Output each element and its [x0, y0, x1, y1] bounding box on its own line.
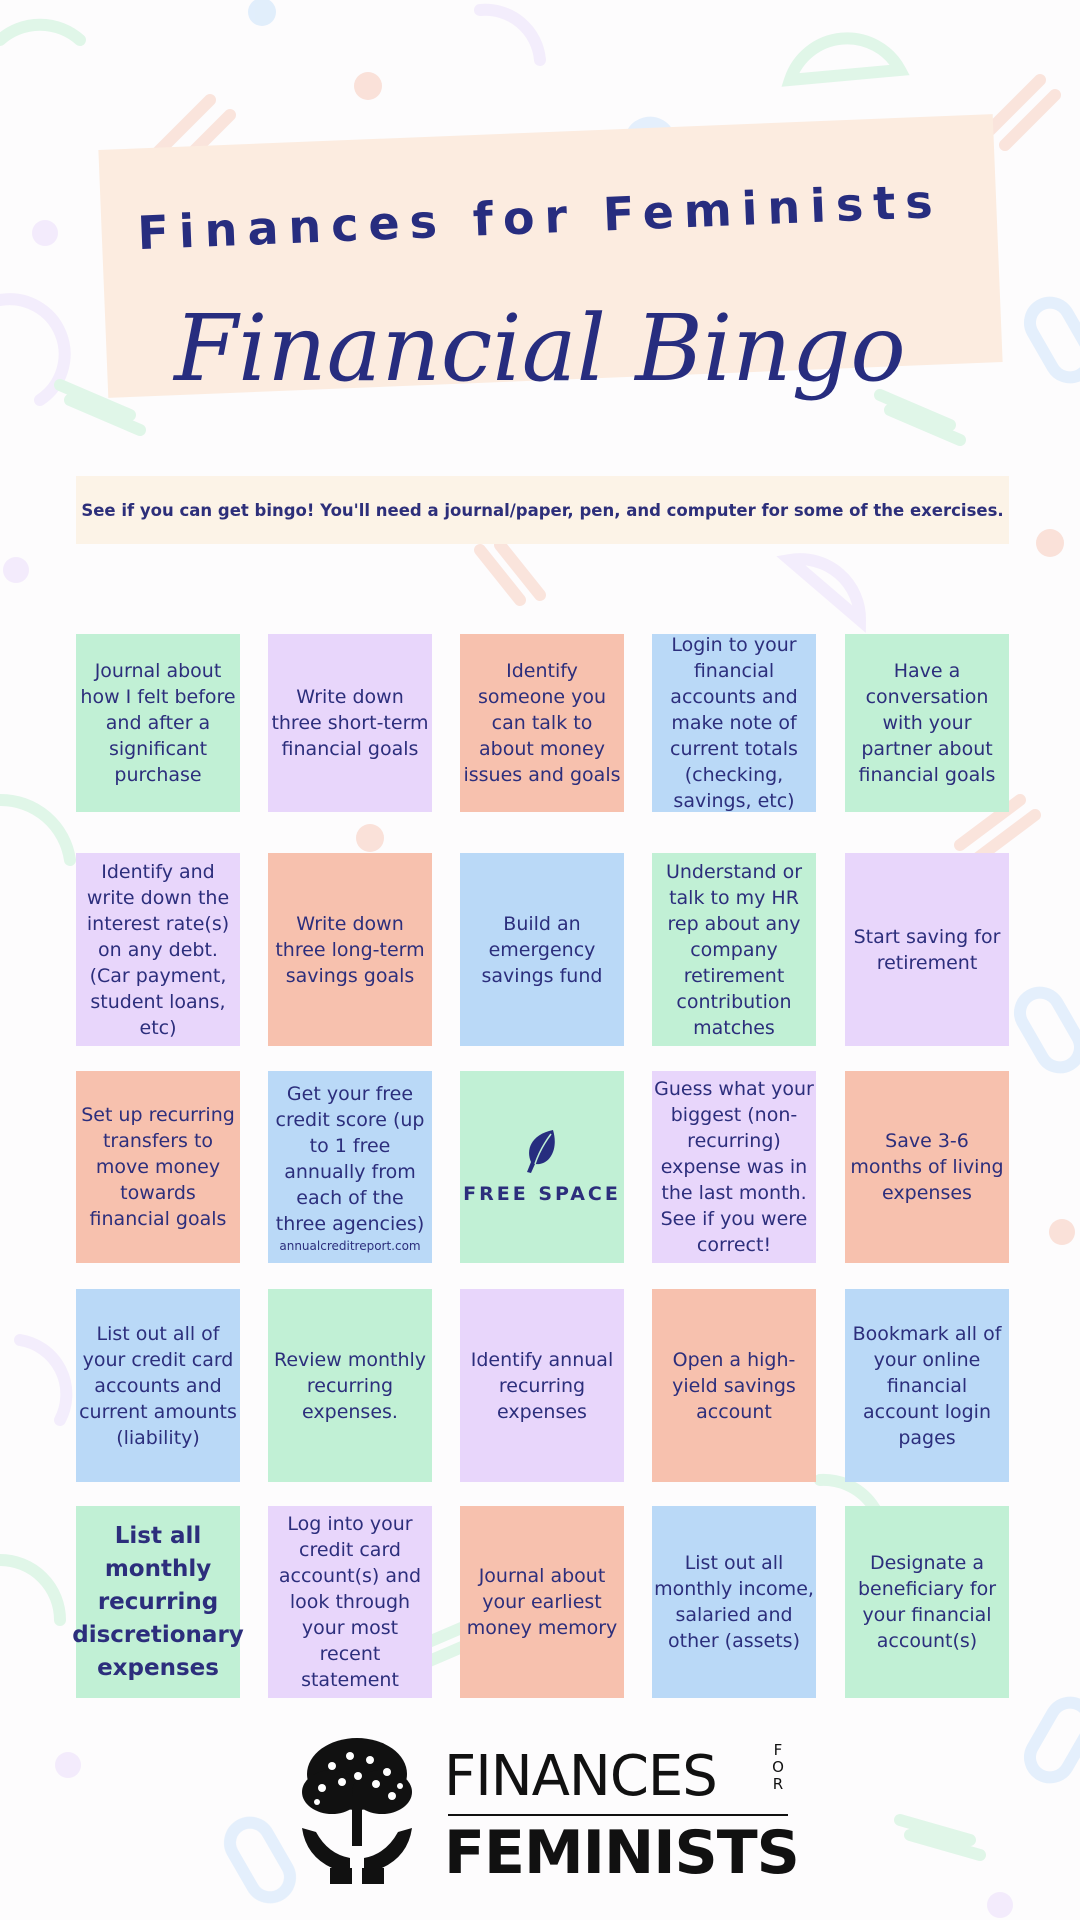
- bingo-cell-text: Understand or talk to my HR rep about an…: [665, 860, 803, 1039]
- bingo-cell-text: Identify someone you can talk to about m…: [463, 660, 621, 786]
- bingo-cell-text: Write down three short-term financial go…: [271, 686, 429, 760]
- bingo-cell: List out all of your credit card account…: [76, 1289, 240, 1482]
- bingo-cell: List all monthly recurring discretionary…: [72, 1506, 244, 1698]
- bingo-cell-text: Log into your credit card account(s) and…: [278, 1513, 422, 1691]
- bingo-cell-text: Have a conversation with your partner ab…: [858, 660, 996, 786]
- bingo-cell: Write down three long-term savings goals: [268, 853, 432, 1046]
- free-space-label: FREE SPACE: [463, 1182, 621, 1205]
- leaf-icon: [527, 1129, 555, 1173]
- bingo-cell: Build an emergency savings fund: [460, 853, 624, 1046]
- page-subtitle: Financial Bingo: [174, 295, 906, 402]
- bingo-cell-text: Get your free credit score (up to 1 free…: [275, 1083, 425, 1235]
- bingo-cell-text: Start saving for retirement: [853, 925, 1001, 974]
- bingo-cell: Identify annual recurring expenses: [460, 1289, 624, 1482]
- bingo-cell-text: Identify and write down the interest rat…: [86, 860, 230, 1039]
- bingo-cell: Understand or talk to my HR rep about an…: [652, 853, 816, 1046]
- logo-divider: [448, 1814, 788, 1816]
- bingo-cell: Write down three short-term financial go…: [268, 634, 432, 812]
- bingo-cell: Journal about how I felt before and afte…: [76, 634, 240, 812]
- bingo-cell-text: Build an emergency savings fund: [481, 912, 603, 987]
- tree-in-hands-icon: [302, 1738, 412, 1884]
- free-space-cell: FREE SPACE: [460, 1071, 624, 1263]
- bingo-cell: Start saving for retirement: [845, 853, 1009, 1046]
- logo-for-letter: O: [772, 1758, 784, 1776]
- bingo-cell: Set up recurring transfers to move money…: [76, 1071, 240, 1263]
- bingo-cell: Guess what your biggest (non-recurring) …: [652, 1071, 816, 1263]
- instructions-banner: See if you can get bingo! You'll need a …: [76, 476, 1009, 544]
- bingo-cell-text: Open a high-yield savings account: [672, 1348, 796, 1423]
- bingo-cell: Save 3-6 months of living expenses: [845, 1071, 1009, 1263]
- bingo-cell: Identify someone you can talk to about m…: [460, 634, 624, 812]
- bingo-cell: Review monthly recurring expenses.: [268, 1289, 432, 1482]
- bingo-cell-text: Designate a beneficiary for your financi…: [857, 1552, 997, 1652]
- bingo-cell-text: List out all of your credit card account…: [79, 1322, 237, 1449]
- bingo-cell-link-text: annualcreditreport.com: [279, 1239, 421, 1253]
- bingo-cell-text: Write down three long-term savings goals: [275, 912, 425, 987]
- logo-text-bottom: FEMINISTS: [444, 1818, 800, 1888]
- logo-for-letter: F: [773, 1741, 783, 1759]
- bingo-cell: Designate a beneficiary for your financi…: [845, 1506, 1009, 1698]
- bingo-cell: Identify and write down the interest rat…: [76, 853, 240, 1046]
- bingo-cell-text: Guess what your biggest (non-recurring) …: [654, 1078, 814, 1256]
- bingo-cell: Bookmark all of your online financial ac…: [845, 1289, 1009, 1482]
- bingo-cell-text: Review monthly recurring expenses.: [273, 1348, 427, 1423]
- bingo-cell: Get your free credit score (up to 1 free…: [268, 1071, 432, 1263]
- bingo-cell-text: Journal about how I felt before and afte…: [80, 660, 236, 786]
- bingo-cell: Login to your financial accounts and mak…: [652, 634, 816, 812]
- logo-text-top: FINANCES: [444, 1744, 718, 1809]
- bingo-cell: Journal about your earliest money memory: [460, 1506, 624, 1698]
- bingo-cell-text: Identify annual recurring expenses: [470, 1348, 614, 1423]
- bingo-cell: Open a high-yield savings account: [652, 1289, 816, 1482]
- bingo-cell: List out all monthly income, salaried an…: [652, 1506, 816, 1698]
- bingo-cell-text: Journal about your earliest money memory: [466, 1565, 618, 1639]
- bingo-cell-text: Login to your financial accounts and mak…: [670, 634, 798, 812]
- bingo-cell-text: Bookmark all of your online financial ac…: [852, 1322, 1002, 1449]
- bingo-cell: Log into your credit card account(s) and…: [268, 1506, 432, 1698]
- bingo-cell-text: List out all monthly income, salaried an…: [654, 1552, 814, 1652]
- bingo-cell-text: List all monthly recurring discretionary…: [72, 1522, 244, 1681]
- bingo-cell-text: Set up recurring transfers to move money…: [81, 1104, 235, 1230]
- logo-for-letter: R: [772, 1775, 784, 1793]
- bingo-cell-text: Save 3-6 months of living expenses: [850, 1130, 1004, 1204]
- bingo-cell: Have a conversation with your partner ab…: [845, 634, 1009, 812]
